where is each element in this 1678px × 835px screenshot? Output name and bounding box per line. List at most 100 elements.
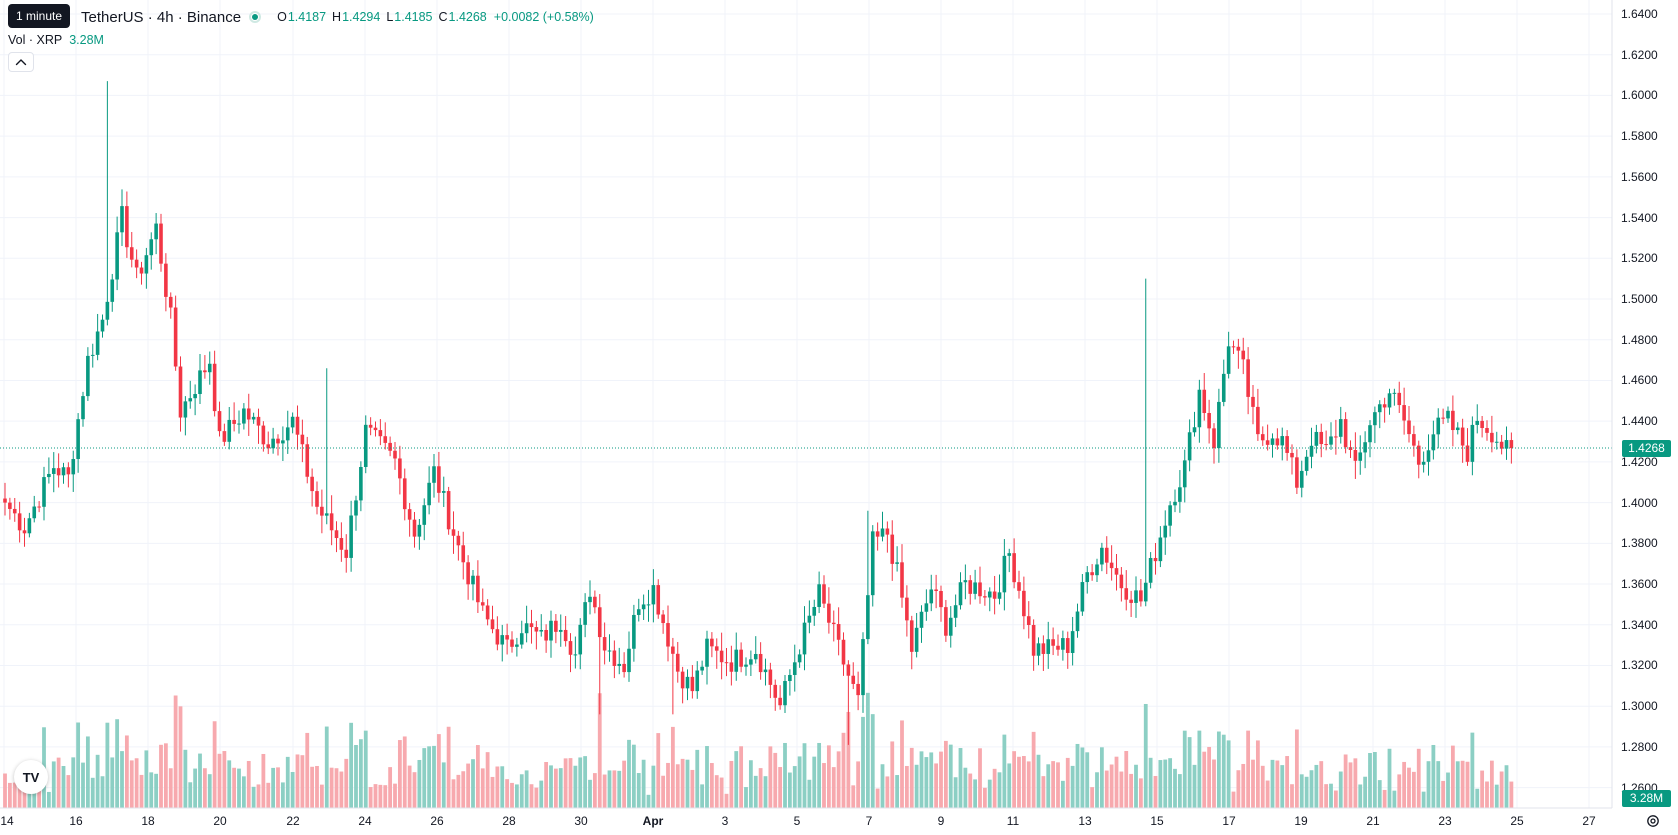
candle-body [588, 596, 592, 603]
candle-body [914, 627, 919, 652]
volume-bar [1309, 770, 1314, 808]
gear-icon [1647, 815, 1659, 827]
volume-bar [212, 721, 217, 808]
candle-body [1343, 419, 1348, 448]
volume-bar [383, 785, 388, 808]
volume-bar [261, 753, 266, 808]
volume-bar [241, 776, 246, 808]
candle-body [1182, 460, 1187, 488]
volume-bar [393, 783, 397, 808]
candle-body [407, 509, 412, 520]
volume-bar [510, 782, 514, 808]
candle-body [1465, 445, 1470, 462]
volume-bar [1173, 768, 1177, 808]
volume-bar [144, 750, 149, 808]
candle-body [232, 419, 236, 424]
volume-bar [1041, 776, 1046, 808]
volume-bar [412, 772, 417, 808]
volume-bar [251, 786, 256, 808]
volume-bar [1338, 771, 1343, 808]
volume-bar [368, 787, 373, 808]
volume-bar [1460, 760, 1465, 808]
candle-body [963, 580, 968, 583]
symbol-title[interactable]: TetherUS · 4h · Binance [81, 8, 242, 26]
volume-bar [973, 779, 978, 808]
volume-bar [1124, 750, 1129, 808]
chart-settings-button[interactable] [1644, 812, 1662, 830]
candle-body [729, 662, 734, 672]
volume-bar [1236, 770, 1241, 808]
price-tick-label: 1.3800 [1621, 536, 1658, 551]
chevron-up-icon [15, 59, 27, 66]
candle-body [1455, 427, 1460, 431]
volume-bar [1416, 748, 1421, 808]
volume-bar [417, 759, 422, 808]
volume-bar [514, 784, 519, 808]
candle-body [1256, 406, 1260, 435]
volume-bar [227, 760, 232, 808]
volume-bar [792, 766, 797, 808]
candle-body [1270, 438, 1275, 445]
volume-bar [987, 779, 992, 808]
candle-body [305, 444, 310, 477]
candle-body [802, 622, 807, 655]
candle-body [1231, 346, 1236, 348]
market-status-icon[interactable] [249, 11, 262, 23]
volume-bar [1377, 780, 1382, 808]
volume-bar [529, 784, 534, 808]
candle-body [671, 646, 675, 654]
candle-body [149, 239, 154, 256]
volume-bar [232, 767, 237, 808]
volume-bar [695, 749, 700, 808]
candle-body [836, 624, 841, 640]
candle-body [632, 614, 636, 649]
candle-body [1251, 396, 1255, 407]
candle-body [485, 605, 490, 620]
candle-body [383, 436, 388, 443]
volume-bar [861, 716, 865, 808]
candle-body [909, 620, 914, 652]
volume-bar [388, 767, 393, 808]
volume-bar [865, 692, 870, 808]
candle-body [1290, 452, 1294, 458]
volume-bar [924, 757, 929, 808]
candle-body [568, 641, 573, 655]
candle-body [1129, 599, 1133, 603]
time-tick-label: 27 [1582, 814, 1596, 828]
candle-body [1382, 404, 1387, 408]
candle-body [992, 591, 997, 599]
volume-bar [115, 719, 120, 808]
candle-body [56, 468, 61, 476]
candle-body [749, 659, 753, 665]
volume-bar [680, 758, 685, 808]
price-tick-label: 1.5400 [1621, 210, 1658, 225]
volume-bar [1012, 751, 1017, 808]
volume-bar [1509, 781, 1514, 808]
volume-bar [573, 765, 578, 808]
volume-legend[interactable]: Vol · XRP 3.28M [8, 31, 104, 49]
volume-bar [817, 742, 822, 808]
candle-body [120, 206, 124, 233]
candle-body [222, 431, 227, 442]
candle-body [1202, 389, 1207, 414]
candle-body [334, 530, 339, 539]
volume-bar [461, 771, 466, 808]
candle-body [953, 605, 958, 618]
volume-bar [256, 784, 261, 808]
candle-body [1446, 410, 1450, 419]
candle-body [339, 538, 344, 550]
volume-bar [758, 768, 763, 808]
volume-bar [1319, 761, 1324, 808]
candle-body [666, 623, 670, 647]
collapse-legend-button[interactable] [8, 52, 34, 72]
candle-body [1119, 574, 1124, 589]
candle-body [719, 650, 724, 663]
tradingview-logo-icon[interactable]: TV [14, 760, 48, 794]
candle-body [1100, 547, 1104, 565]
candle-body [1314, 431, 1319, 446]
candle-body [1392, 392, 1397, 394]
volume-bar [900, 720, 904, 808]
candle-body [105, 301, 110, 320]
